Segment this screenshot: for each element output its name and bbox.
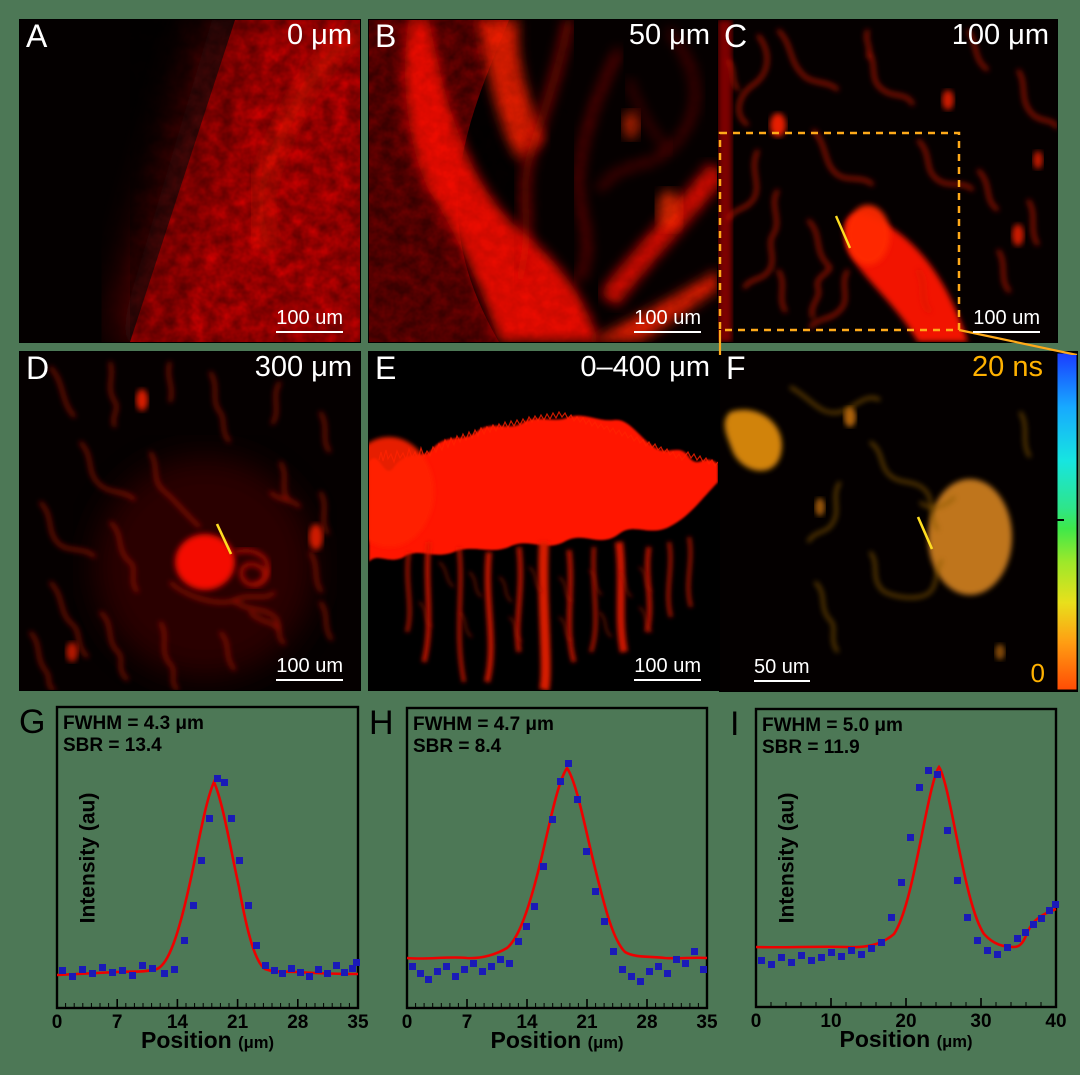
svg-text:14: 14 [167, 1012, 189, 1033]
svg-text:40: 40 [1045, 1011, 1066, 1032]
svg-text:30: 30 [970, 1011, 991, 1032]
svg-text:20: 20 [895, 1011, 916, 1032]
svg-text:14: 14 [516, 1012, 538, 1033]
svg-text:28: 28 [287, 1012, 308, 1033]
svg-text:0: 0 [52, 1012, 63, 1033]
svg-text:35: 35 [347, 1012, 369, 1033]
svg-text:21: 21 [227, 1012, 249, 1033]
svg-text:21: 21 [576, 1012, 598, 1033]
svg-text:28: 28 [636, 1012, 657, 1033]
svg-text:10: 10 [820, 1011, 841, 1032]
svg-text:0: 0 [402, 1012, 413, 1033]
svg-text:7: 7 [462, 1012, 473, 1033]
svg-text:0: 0 [751, 1011, 762, 1032]
svg-text:7: 7 [112, 1012, 123, 1033]
svg-text:35: 35 [696, 1012, 718, 1033]
